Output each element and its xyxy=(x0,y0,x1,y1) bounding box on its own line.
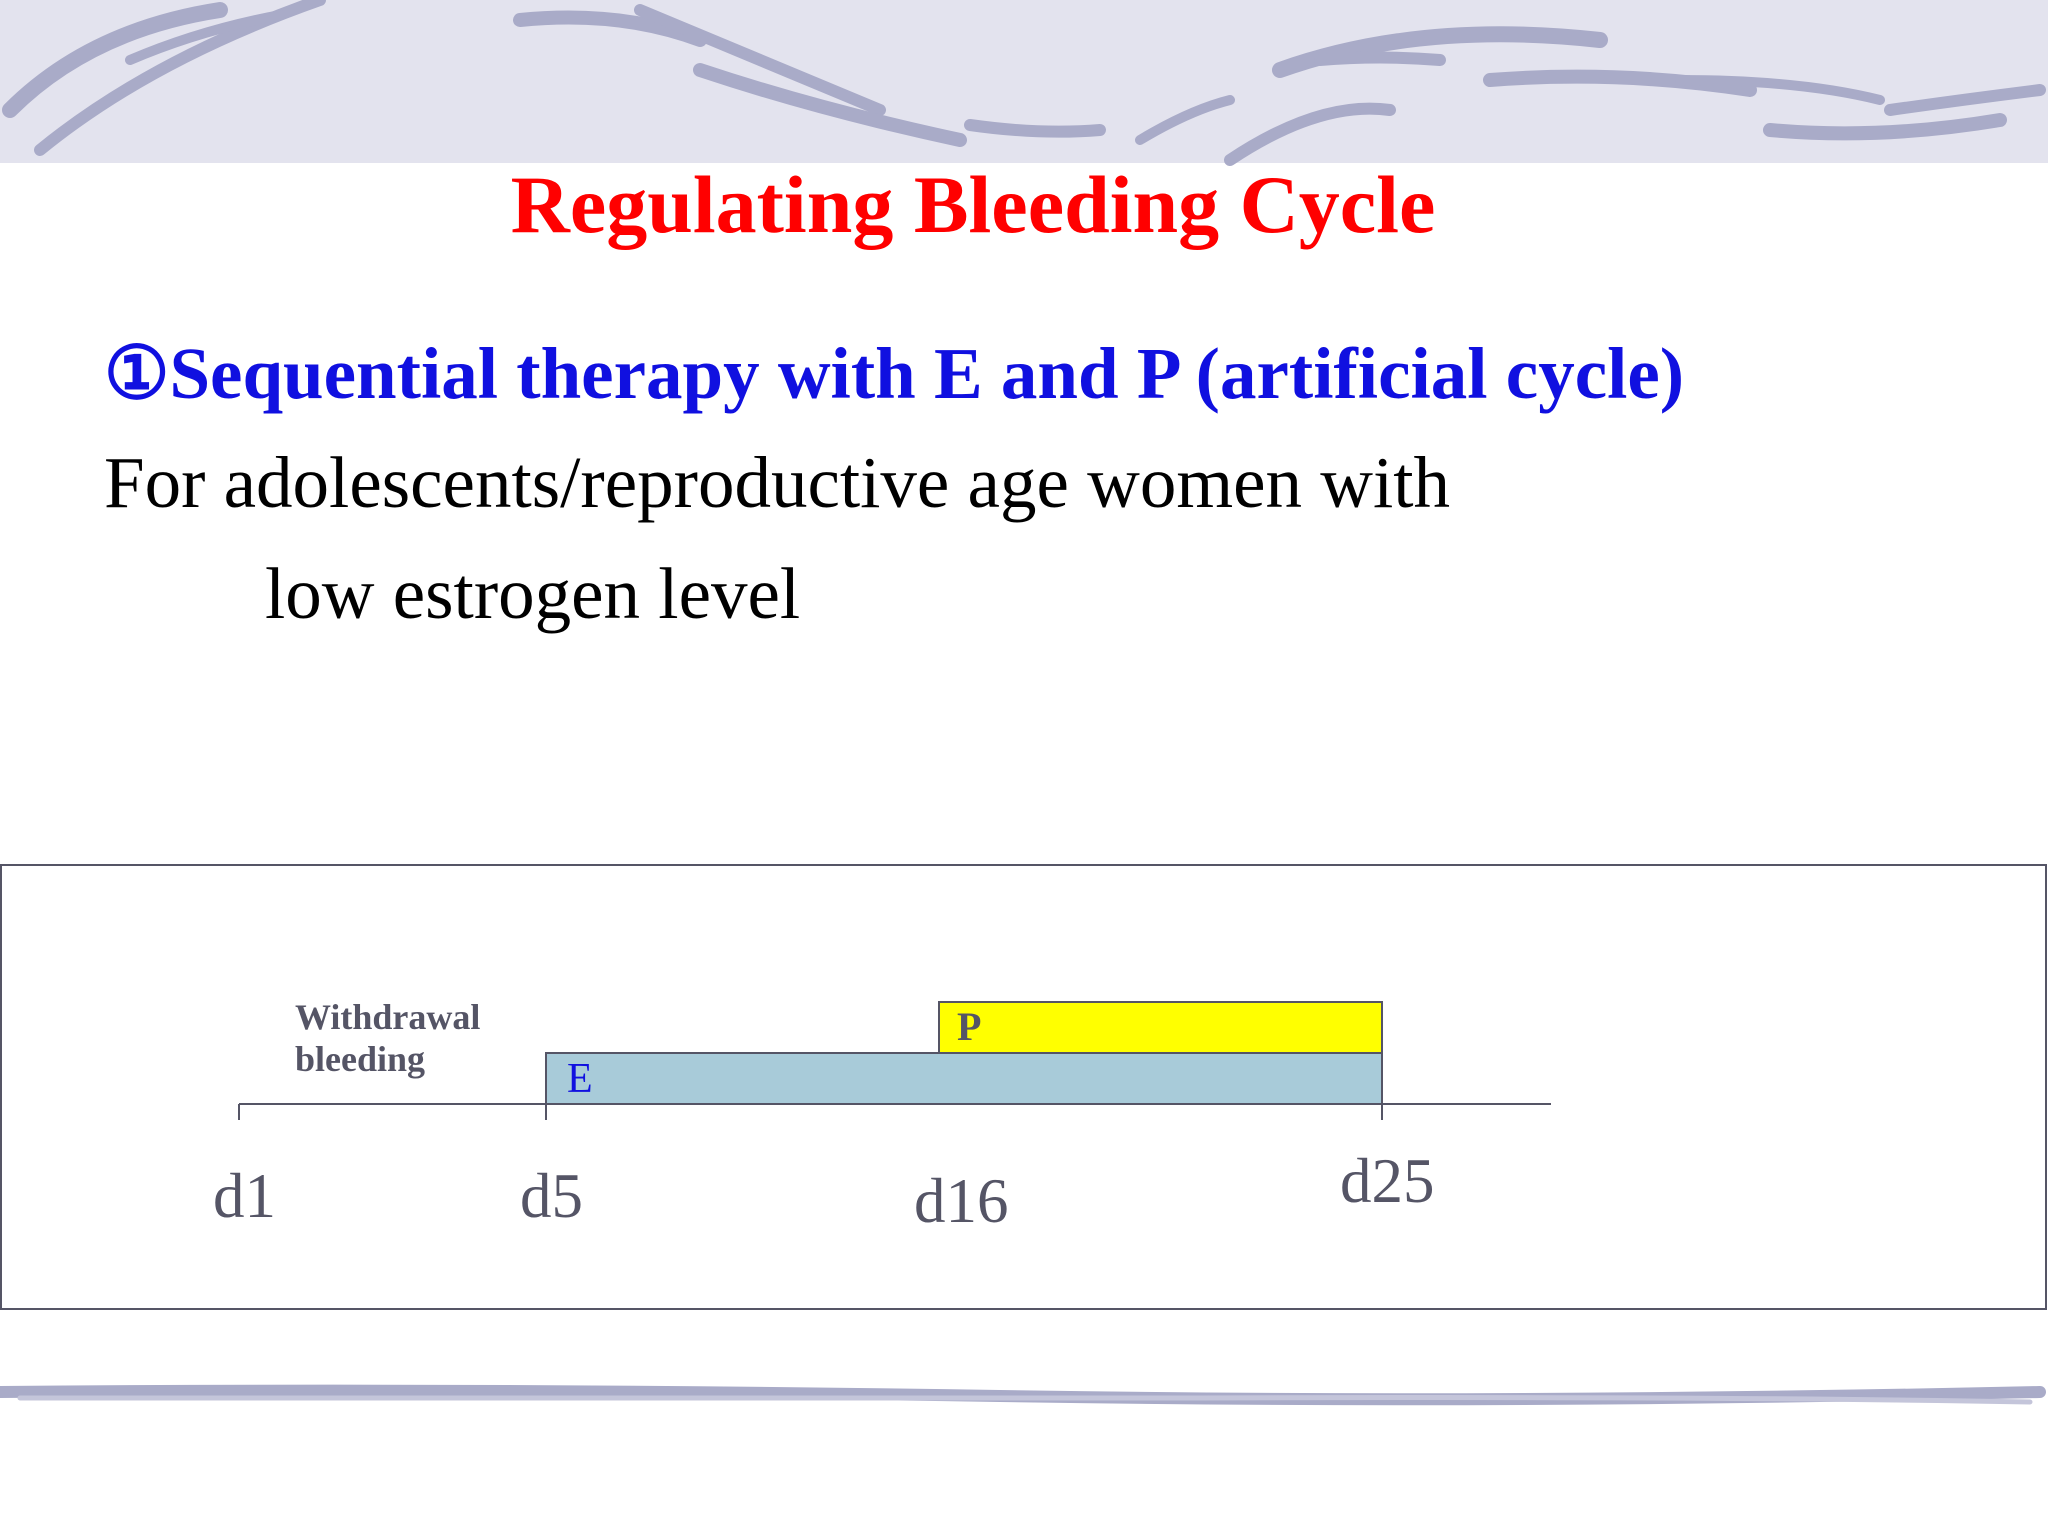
title: Regulating Bleeding Cycle xyxy=(511,159,1436,250)
brush-strokes xyxy=(2,0,2046,166)
bar-label: P xyxy=(957,1004,981,1049)
day-label: d5 xyxy=(520,1161,583,1231)
progesterone-bar xyxy=(938,1001,1383,1054)
timeline-diagram: Withdrawal bleeding E P d1 d5 d16 d25 xyxy=(0,864,2047,1310)
body-line: For adolescents/reproductive age women w… xyxy=(104,442,1450,523)
estrogen-bar xyxy=(545,1052,1383,1105)
bar-label: E xyxy=(567,1056,593,1102)
body-line: low estrogen level xyxy=(265,553,800,634)
day-label: d16 xyxy=(914,1166,1009,1236)
annotation: bleeding xyxy=(295,1039,425,1079)
footer-decoration xyxy=(0,1384,2046,1406)
heading: ①Sequential therapy with E and P (artifi… xyxy=(104,333,1684,414)
day-label: d25 xyxy=(1340,1146,1435,1216)
header-decoration xyxy=(0,0,2048,166)
day-label: d1 xyxy=(213,1161,276,1231)
annotation: Withdrawal xyxy=(295,997,480,1037)
